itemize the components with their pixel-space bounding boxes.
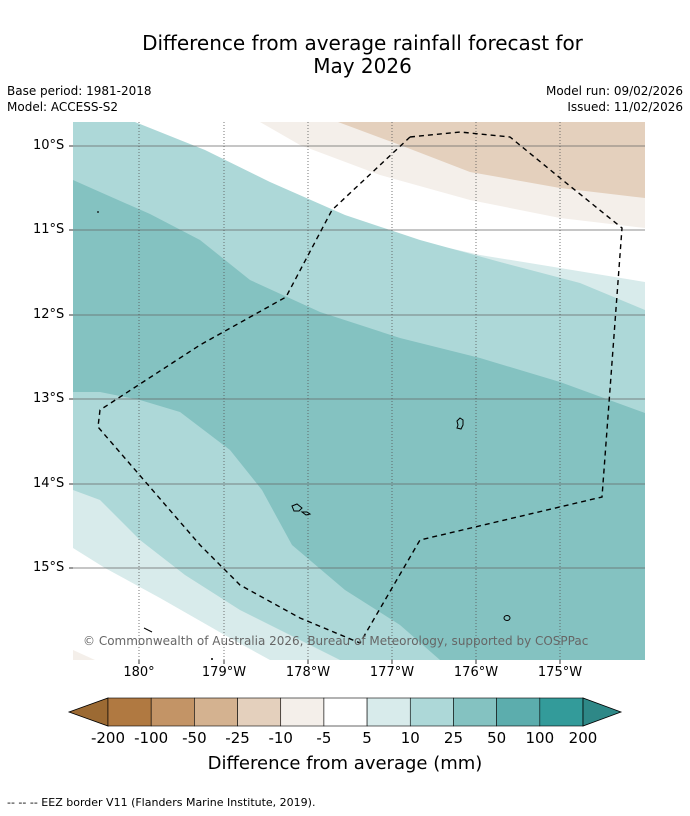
colorbar-tick-label: -200 [90,729,126,747]
copyright-text: © Commonwealth of Australia 2026, Bureau… [83,634,588,648]
longitude-ticks [138,660,561,664]
colorbar-under-arrow [67,697,109,727]
model-name: Model: ACCESS-S2 [7,100,119,114]
island-east [456,417,464,430]
colorbar-segment [280,697,325,727]
colorbar-segment [323,697,368,727]
base-period: Base period: 1981-2018 [7,84,152,98]
lon-label-178w: 178°W [285,665,331,680]
lon-label-177w: 177°W [369,665,415,680]
colorbar-segment [453,697,497,727]
colorbar-segment [237,697,282,727]
lat-label-11s: 11°S [33,222,65,237]
colorbar-over-arrow [582,697,623,727]
island-south [291,503,303,512]
title-line-1: Difference from average rainfall forecas… [142,31,583,55]
colorbar-tick-label: 25 [443,729,463,747]
colorbar-tick-label: -25 [225,729,250,747]
islet-south [211,658,213,660]
eez-border [97,131,623,644]
colorbar-label: Difference from average (mm) [207,753,483,774]
lon-label-176w: 176°W [453,665,499,680]
model-run: Model run: 09/02/2026 [545,84,683,98]
band-minus25-to-minus10 [338,122,645,198]
issued-date: Issued: 11/02/2026 [567,100,683,114]
band-minus5-to-5-south [73,548,270,660]
colorbar-tick-label: -10 [268,729,293,747]
colorbar-tick-label: -50 [182,729,207,747]
island-south-small [300,511,312,516]
lat-label-15s: 15°S [33,560,65,575]
colorbar-tick-label: -100 [134,729,169,747]
band-minus10-south [73,650,95,660]
lat-label-14s: 14°S [33,476,65,491]
colorbar-segment [366,697,411,727]
colorbar-segment [409,697,454,727]
colorbar-segment [150,697,195,727]
colorbar-segment [107,697,152,727]
colorbar-segment [539,697,584,727]
latitude-ticks [69,145,73,569]
colorbar-segment [194,697,238,727]
title-line-2: May 2026 [313,54,412,78]
colorbar-segment [496,697,541,727]
eez-legend-footer: -- -- -- EEZ border V11 (Flanders Marine… [7,796,316,809]
colorbar-tick-label: 5 [362,729,372,747]
colorbar-tick-label: 10 [400,729,420,747]
colorbar-tick-label: 50 [487,729,507,747]
lat-label-13s: 13°S [33,391,65,406]
islet-southwest [143,627,153,633]
lon-label-175w: 175°W [537,665,583,680]
island-southeast [503,615,511,621]
lat-label-12s: 12°S [33,307,65,322]
lon-label-180: 180° [123,665,155,680]
lon-label-179w: 179°W [201,665,247,680]
latitude-gridlines [73,145,645,569]
colorbar [67,697,623,727]
colorbar-tick-label: 100 [525,729,555,747]
islet-west [97,211,99,213]
map-field: © Commonwealth of Australia 2026, Bureau… [73,122,645,660]
lat-label-10s: 10°S [33,138,65,153]
colorbar-tick-label: 200 [568,729,598,747]
colorbar-tick-label: -5 [316,729,332,747]
